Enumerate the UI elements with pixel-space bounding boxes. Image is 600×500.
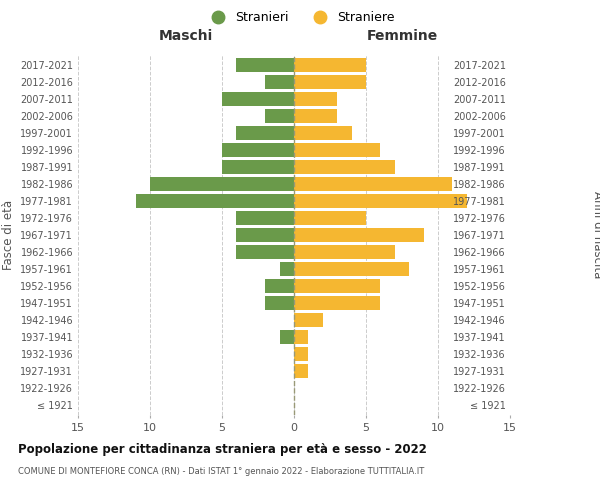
Y-axis label: Fasce di età: Fasce di età [2, 200, 14, 270]
Bar [236, 245, 294, 259]
Bar [280, 262, 294, 276]
Bar [136, 194, 294, 208]
Bar [236, 211, 294, 225]
Text: Anni di nascita: Anni di nascita [590, 192, 600, 278]
Bar [294, 228, 424, 242]
Bar [236, 126, 294, 140]
Text: Femmine: Femmine [367, 28, 437, 42]
Text: Maschi: Maschi [159, 28, 213, 42]
Bar [294, 92, 337, 106]
Bar [294, 194, 467, 208]
Bar [294, 296, 380, 310]
Bar [294, 262, 409, 276]
Bar [150, 178, 294, 191]
Bar [294, 211, 366, 225]
Text: Popolazione per cittadinanza straniera per età e sesso - 2022: Popolazione per cittadinanza straniera p… [18, 442, 427, 456]
Bar [280, 330, 294, 344]
Bar [294, 58, 366, 72]
Bar [236, 228, 294, 242]
Bar [294, 313, 323, 326]
Bar [294, 245, 395, 259]
Bar [265, 110, 294, 123]
Bar [236, 58, 294, 72]
Bar [222, 160, 294, 174]
Bar [294, 160, 395, 174]
Bar [265, 296, 294, 310]
Bar [294, 144, 380, 157]
Bar [294, 110, 337, 123]
Bar [265, 279, 294, 292]
Bar [294, 279, 380, 292]
Bar [294, 76, 366, 89]
Text: COMUNE DI MONTEFIORE CONCA (RN) - Dati ISTAT 1° gennaio 2022 - Elaborazione TUTT: COMUNE DI MONTEFIORE CONCA (RN) - Dati I… [18, 468, 424, 476]
Bar [294, 364, 308, 378]
Bar [265, 76, 294, 89]
Bar [294, 347, 308, 360]
Legend: Stranieri, Straniere: Stranieri, Straniere [200, 6, 400, 29]
Bar [294, 178, 452, 191]
Bar [294, 330, 308, 344]
Bar [222, 92, 294, 106]
Bar [294, 126, 352, 140]
Bar [222, 144, 294, 157]
